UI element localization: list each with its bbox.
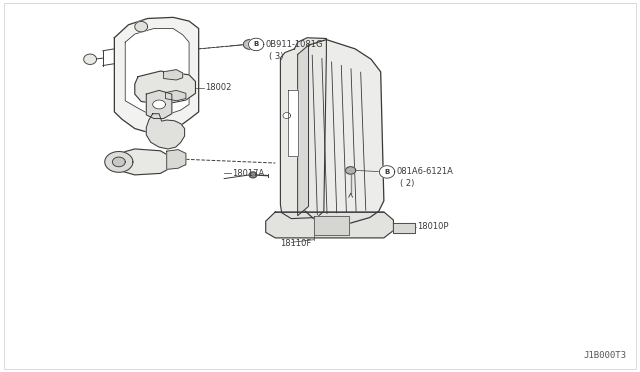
Polygon shape [135,22,148,32]
Polygon shape [243,39,256,49]
Polygon shape [167,150,186,169]
Text: B: B [253,41,259,47]
Polygon shape [147,114,184,149]
Polygon shape [153,100,166,109]
Text: 18017A: 18017A [232,169,264,177]
Polygon shape [380,166,395,178]
Polygon shape [314,216,349,235]
Polygon shape [105,151,133,172]
Polygon shape [119,149,170,175]
Polygon shape [298,45,308,216]
Text: J1B000T3: J1B000T3 [584,351,627,360]
Polygon shape [394,223,415,234]
Polygon shape [115,17,198,132]
Polygon shape [266,212,394,238]
Polygon shape [248,38,264,51]
Text: 18110F: 18110F [280,239,312,248]
Polygon shape [166,90,186,101]
Polygon shape [147,90,172,119]
Text: 18010P: 18010P [417,222,449,231]
Text: 0B911-1081G: 0B911-1081G [266,40,323,49]
Polygon shape [249,172,257,178]
Text: B: B [385,169,390,175]
Polygon shape [288,90,298,156]
Text: 18002: 18002 [205,83,232,92]
Text: 081A6-6121A: 081A6-6121A [397,167,454,176]
Polygon shape [298,39,384,223]
Polygon shape [125,29,189,115]
Text: ( 3): ( 3) [269,52,284,61]
Polygon shape [346,167,356,174]
Polygon shape [283,113,291,119]
Polygon shape [164,70,182,80]
Polygon shape [135,71,195,105]
Polygon shape [84,54,97,64]
Polygon shape [280,38,326,219]
Polygon shape [113,157,125,167]
Text: ( 2): ( 2) [400,179,414,188]
